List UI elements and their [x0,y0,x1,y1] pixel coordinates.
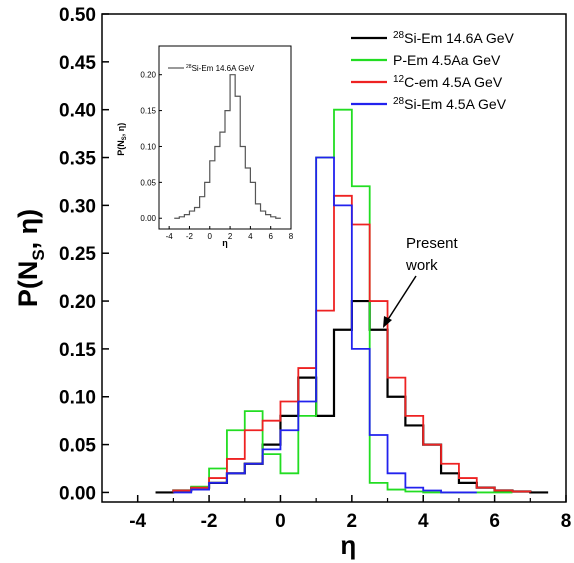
legend-label-1: 28Si-Em 14.6A GeV [393,30,515,46]
inset-x-axis-title: η [222,238,228,248]
inset-y-tick-label: 0.10 [140,142,156,151]
x-tick-label: 8 [561,511,572,532]
y-tick-label: 0.30 [59,196,96,217]
legend-label-3: 12C-em 4.5A GeV [393,74,503,90]
inset-y-tick-label: 0.15 [140,107,156,116]
y-axis-title: P(NS, η) [13,209,48,307]
series-line-2 [172,108,513,494]
y-tick-label: 0.35 [59,149,96,170]
inset-y-axis-title: P(NS, η) [116,123,128,156]
y-tick-label: 0.20 [59,292,96,313]
annotation-arrowhead [383,316,392,328]
inset-x-tick-label: 6 [268,232,273,241]
inset-x-tick-label: 4 [248,232,253,241]
y-tick-label: 0.25 [59,244,96,265]
inset-y-tick-label: 0.20 [140,71,156,80]
x-tick-label: 2 [347,511,358,532]
inset-x-tick-label: -4 [166,232,174,241]
plot-frame [101,13,567,503]
inset-y-tick-label: 0.00 [140,214,156,223]
x-tick-label: -2 [201,511,218,532]
annotation-line-2: work [405,257,438,274]
inset-frame [158,45,292,230]
x-axis-title: η [340,530,356,560]
inset-legend-label: 28Si-Em 14.6A GeV [186,64,255,73]
x-tick-label: -4 [129,511,146,532]
annotation-line-1: Present [406,235,459,252]
inset-x-tick-label: 2 [228,232,233,241]
annotation-arrow [386,275,417,322]
y-tick-label: 0.00 [59,483,96,504]
inset-series-line-1 [174,74,281,219]
x-tick-label: 4 [418,511,429,532]
x-tick-label: 0 [275,511,286,532]
y-tick-label: 0.40 [59,101,96,122]
inset-y-tick-label: 0.05 [140,178,156,187]
legend-label-2: P-Em 4.5Aa GeV [393,52,501,68]
main-plot: -4 -2 0 2 4 6 8 0.00 0.05 0.10 0.15 0.20 0.25 0.30 0.3… [13,5,571,560]
inset-x-tick-label: 0 [208,232,213,241]
y-tick-label: 0.50 [59,5,96,26]
inset-x-tick-label: 8 [289,232,294,241]
inset-plot: -4 -2 0 2 4 6 8 0.00 0.05 0.10 0.15 0.20 η P(NS, η) 28… [116,45,294,248]
y-tick-label: 0.10 [59,388,96,409]
y-tick-label: 0.05 [59,436,96,457]
series-line-4 [173,156,477,494]
inset-x-tick-label: -2 [186,232,194,241]
y-tick-label: 0.15 [59,340,96,361]
y-tick-label: 0.45 [59,53,96,74]
x-tick-label: 6 [489,511,500,532]
legend-label-4: 28Si-Em 4.5A GeV [393,96,507,112]
